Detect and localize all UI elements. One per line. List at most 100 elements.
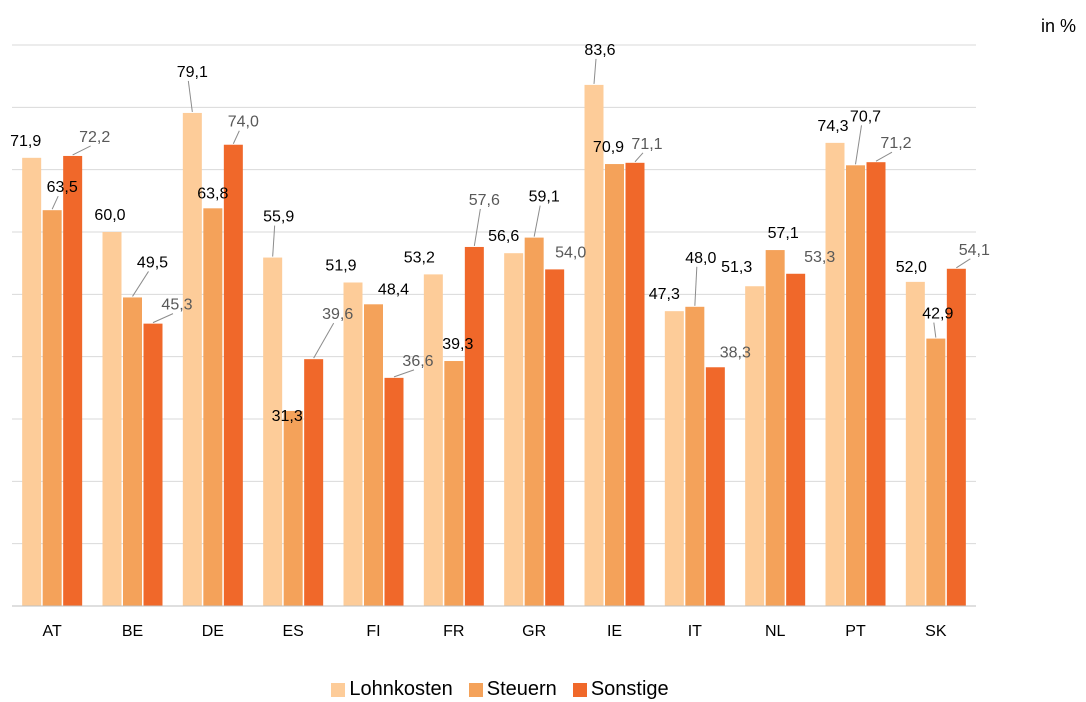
data-label-steuern-it: 48,0 [685, 250, 716, 267]
x-tick-label-be: BE [122, 623, 143, 640]
legend-swatch-steuern [468, 682, 483, 697]
leader-line [313, 322, 335, 359]
bar-steuern-fr [444, 361, 464, 606]
data-label-lohnkosten-it: 47,3 [649, 286, 680, 303]
data-label-lohnkosten-nl: 51,3 [721, 259, 752, 276]
data-label-sonstige-es: 39,6 [322, 306, 353, 323]
data-label-steuern-fr: 39,3 [442, 336, 473, 353]
legend-label-sonstige: Sonstige [590, 678, 669, 700]
bar-sonstige-nl [786, 273, 806, 606]
bar-lohnkosten-gr [504, 253, 524, 606]
data-label-lohnkosten-be: 60,0 [94, 207, 125, 224]
legend-item-lohnkosten: Lohnkosten [331, 678, 453, 701]
data-label-lohnkosten-sk: 52,0 [896, 259, 927, 276]
data-labels: 71,9 63,5 72,2 60,0 49,5 45,3 79,1 63,8 74,0 55,9… [10, 42, 990, 425]
bar-sonstige-be [143, 323, 163, 606]
x-tick-label-sk: SK [925, 623, 947, 640]
bar-steuern-de [203, 208, 223, 606]
bar-sonstige-at [63, 155, 83, 606]
legend-swatch-sonstige [572, 682, 587, 697]
leader-line [473, 208, 481, 247]
data-label-sonstige-pt: 71,2 [880, 135, 911, 152]
bar-lohnkosten-be [102, 232, 122, 606]
bar-chart: 71,9 63,5 72,2 60,0 49,5 45,3 79,1 63,8 74,0 55,9… [10, 42, 990, 640]
x-tick-label-at: AT [43, 623, 62, 640]
leader-line [533, 205, 541, 237]
legend-swatch-lohnkosten [331, 682, 346, 697]
legend-item-steuern: Steuern [468, 678, 557, 701]
data-label-sonstige-gr: 54,0 [555, 244, 586, 261]
data-label-lohnkosten-fr: 53,2 [404, 249, 435, 266]
bar-steuern-at [42, 210, 62, 606]
leader-line [855, 125, 862, 165]
x-tick-label-pt: PT [845, 623, 866, 640]
bar-lohnkosten-fr [423, 274, 443, 606]
x-tick-label-fr: FR [443, 623, 464, 640]
leader-line [393, 369, 415, 378]
bar-sonstige-gr [545, 269, 565, 606]
leader-line [72, 145, 91, 156]
leader-line [956, 258, 971, 269]
x-tick-label-ie: IE [607, 623, 622, 640]
leader-line [187, 80, 193, 113]
leader-line [132, 271, 149, 297]
bar-steuern-nl [765, 250, 785, 606]
label-leader-lines [51, 58, 971, 378]
data-label-steuern-fi: 48,4 [378, 281, 409, 298]
leader-line [152, 313, 174, 324]
bar-steuern-fi [364, 304, 383, 606]
bar-sonstige-pt [866, 162, 886, 607]
leader-line [933, 322, 937, 338]
x-axis: AT BE DE ES FI FR GR IE IT NL PT SK [12, 605, 976, 640]
bar-lohnkosten-es [263, 257, 283, 606]
bars [22, 84, 966, 607]
data-label-sonstige-fi: 36,6 [402, 353, 433, 370]
x-tick-label-es: ES [282, 623, 303, 640]
leader-line [272, 225, 276, 257]
data-label-steuern-de: 63,8 [197, 185, 228, 202]
bar-steuern-es [283, 410, 303, 606]
data-label-steuern-ie: 70,9 [593, 139, 624, 156]
bar-sonstige-sk [946, 268, 966, 606]
legend: Lohnkosten Steuern Sonstige [0, 678, 1000, 701]
bar-lohnkosten-it [664, 311, 684, 606]
bar-steuern-gr [524, 237, 544, 607]
data-label-steuern-pt: 70,7 [850, 108, 881, 125]
bar-steuern-ie [605, 164, 624, 606]
x-tick-label-gr: GR [522, 623, 546, 640]
data-label-lohnkosten-es: 55,9 [263, 209, 294, 226]
leader-line [694, 266, 698, 306]
bar-steuern-it [685, 306, 705, 606]
bar-steuern-pt [846, 165, 865, 606]
data-label-steuern-es: 31,3 [272, 408, 303, 425]
gridlines [12, 44, 976, 545]
bar-steuern-sk [926, 338, 946, 606]
data-label-lohnkosten-pt: 74,3 [817, 118, 848, 135]
x-tick-label-fi: FI [366, 623, 380, 640]
data-label-lohnkosten-fi: 51,9 [325, 257, 356, 274]
data-label-steuern-nl: 57,1 [768, 225, 799, 242]
data-label-sonstige-sk: 54,1 [959, 242, 990, 259]
data-label-sonstige-ie: 71,1 [631, 136, 662, 153]
leader-line [875, 151, 893, 162]
bar-lohnkosten-nl [745, 286, 765, 606]
x-tick-label-de: DE [202, 623, 224, 640]
bar-sonstige-it [705, 367, 725, 606]
legend-item-sonstige: Sonstige [572, 678, 669, 701]
bar-sonstige-fr [464, 246, 484, 606]
bar-sonstige-ie [625, 162, 645, 606]
data-label-lohnkosten-de: 79,1 [177, 64, 208, 81]
legend-label-lohnkosten: Lohnkosten [349, 678, 453, 700]
leader-line [232, 130, 240, 144]
data-label-steuern-at: 63,5 [47, 179, 78, 196]
bar-lohnkosten-sk [905, 281, 925, 606]
x-tick-label-it: IT [688, 623, 702, 640]
bar-lohnkosten-at [22, 157, 42, 606]
bar-lohnkosten-de [182, 112, 202, 607]
data-label-sonstige-nl: 53,3 [804, 249, 835, 266]
data-label-lohnkosten-at: 71,9 [10, 133, 41, 150]
data-label-steuern-be: 49,5 [137, 254, 168, 271]
data-label-steuern-sk: 42,9 [922, 306, 953, 323]
x-tick-label-nl: NL [765, 623, 786, 640]
bar-sonstige-es [304, 359, 324, 606]
